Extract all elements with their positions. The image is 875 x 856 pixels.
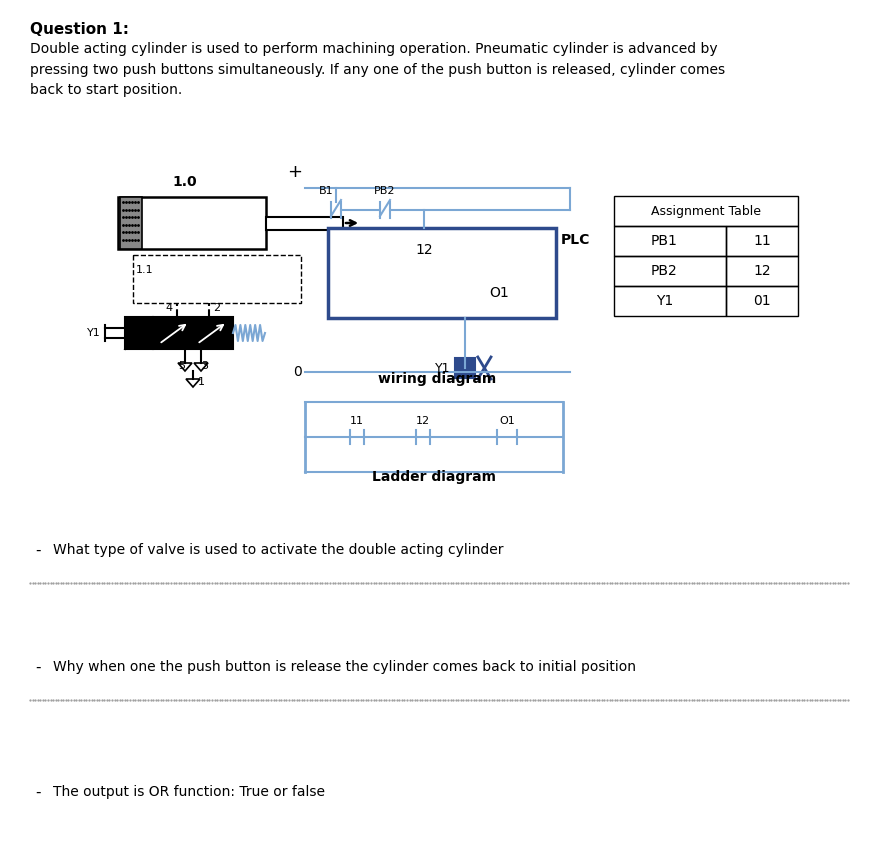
Text: 01: 01: [753, 294, 771, 308]
Text: B1: B1: [318, 186, 333, 196]
Text: Assignment Table: Assignment Table: [651, 205, 761, 217]
Bar: [726, 256, 798, 286]
Text: 11: 11: [753, 234, 771, 248]
Text: Ladder diagram: Ladder diagram: [372, 470, 496, 484]
Bar: [614, 256, 726, 286]
Text: 12: 12: [415, 243, 432, 257]
Text: PB2: PB2: [374, 186, 396, 196]
Text: What type of valve is used to activate the double acting cylinder: What type of valve is used to activate t…: [53, 543, 503, 557]
Text: +: +: [287, 163, 302, 181]
Text: PLC: PLC: [561, 233, 591, 247]
Text: 1: 1: [198, 377, 205, 387]
Text: Question 1:: Question 1:: [30, 22, 129, 37]
Text: 1.0: 1.0: [172, 175, 197, 189]
Text: Y1: Y1: [435, 361, 451, 375]
Text: PB1: PB1: [651, 234, 678, 248]
Text: 11: 11: [350, 416, 364, 426]
Text: Why when one the push button is release the cylinder comes back to initial posit: Why when one the push button is release …: [53, 660, 636, 674]
Text: -: -: [35, 785, 41, 800]
Text: 3: 3: [201, 361, 208, 371]
Bar: [328, 228, 556, 318]
Bar: [614, 196, 798, 226]
Text: 2: 2: [213, 303, 220, 313]
Text: O1: O1: [499, 416, 514, 426]
Bar: [726, 286, 798, 316]
Text: wiring diagram: wiring diagram: [378, 372, 497, 386]
Text: -: -: [35, 660, 41, 675]
Polygon shape: [266, 217, 343, 229]
Text: O1: O1: [489, 286, 509, 300]
Text: 12: 12: [416, 416, 430, 426]
Text: 12: 12: [753, 264, 771, 278]
Bar: [726, 226, 798, 256]
Polygon shape: [153, 317, 233, 349]
Text: PB2: PB2: [651, 264, 678, 278]
Text: The output is OR function: True or false: The output is OR function: True or false: [53, 785, 325, 799]
Text: 5: 5: [178, 361, 185, 371]
Text: 0: 0: [293, 365, 302, 379]
Text: 4: 4: [166, 303, 173, 313]
Bar: [614, 226, 726, 256]
Polygon shape: [125, 317, 153, 349]
Text: -: -: [35, 543, 41, 558]
Bar: [455, 358, 475, 378]
Text: Y1: Y1: [655, 294, 673, 308]
Text: 1.1: 1.1: [136, 265, 154, 275]
Text: Double acting cylinder is used to perform machining operation. Pneumatic cylinde: Double acting cylinder is used to perfor…: [30, 42, 725, 98]
Text: Y1: Y1: [88, 328, 101, 338]
Polygon shape: [120, 197, 142, 249]
Bar: [614, 286, 726, 316]
